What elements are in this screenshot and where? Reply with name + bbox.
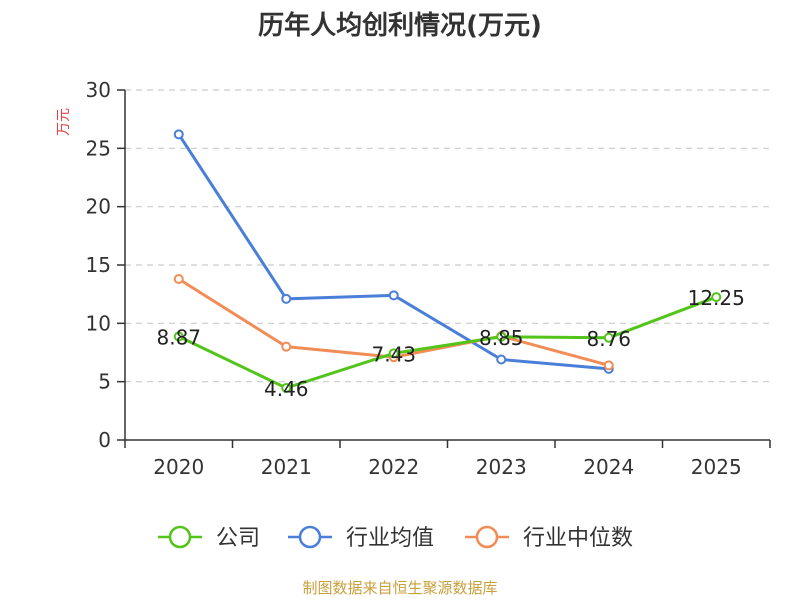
- data-point: [173, 274, 184, 284]
- x-tick-label: 2022: [368, 455, 419, 479]
- data-point: [496, 354, 507, 365]
- legend-label: 行业均值: [346, 526, 434, 551]
- y-tick-label: 10: [86, 311, 111, 335]
- x-tick-label: 2020: [153, 455, 204, 479]
- series-line-0: [178, 295, 717, 390]
- legend-label: 行业中位数: [523, 526, 633, 551]
- y-tick-label: 20: [86, 195, 111, 219]
- data-point: [281, 293, 292, 304]
- series-line-1: [177, 133, 609, 371]
- x-tick-label: 2023: [476, 455, 527, 479]
- data-point: [281, 341, 292, 352]
- source-note: 制图数据来自恒生聚源数据库: [302, 579, 497, 597]
- data-label: 7.43: [371, 342, 416, 366]
- legend-label: 公司: [216, 526, 260, 551]
- data-label: 8.87: [156, 326, 201, 350]
- legend-marker: [298, 525, 322, 549]
- data-point: [496, 331, 507, 342]
- y-tick-label: 30: [86, 78, 111, 102]
- data-label: 8.85: [479, 326, 524, 350]
- data-point: [173, 129, 184, 140]
- y-tick-label: 0: [98, 428, 111, 452]
- y-tick-label: 5: [98, 370, 111, 394]
- data-label: 8.76: [586, 327, 631, 351]
- y-tick-labels: 0 5 10 15 20 25 30: [86, 78, 111, 452]
- data-point: [173, 331, 184, 342]
- y-axis-label: 万元: [56, 108, 72, 136]
- legend-marker: [168, 525, 192, 549]
- data-labels: 8.87 4.46 7.43 8.85 8.76 12.25: [156, 286, 744, 401]
- legend-marker: [475, 525, 499, 549]
- x-tick-label: 2025: [691, 455, 742, 479]
- x-tick-label: 2021: [261, 455, 312, 479]
- grid-lines: [125, 89, 770, 383]
- y-tick-label: 25: [86, 136, 111, 160]
- x-tick-label: 2024: [583, 455, 634, 479]
- data-label: 4.46: [264, 377, 309, 401]
- data-point: [388, 290, 399, 301]
- axes: [117, 89, 771, 448]
- data-point: [603, 360, 614, 371]
- y-tick-label: 15: [86, 253, 111, 277]
- legend-item[interactable]: 公司: [158, 525, 260, 551]
- x-tick-labels: 2020 2021 2022 2023 2024 2025: [153, 455, 741, 479]
- series-lines: [173, 129, 722, 393]
- legend[interactable]: 公司 行业均值 行业中位数: [158, 525, 633, 551]
- data-point: [711, 292, 722, 303]
- data-point: [388, 348, 399, 359]
- data-point: [281, 382, 292, 393]
- legend-item[interactable]: 行业中位数: [465, 525, 633, 551]
- data-point: [603, 332, 614, 343]
- chart-title: 历年人均创利情况(万元): [258, 10, 542, 41]
- data-label: 12.25: [688, 286, 745, 310]
- legend-item[interactable]: 行业均值: [288, 525, 434, 551]
